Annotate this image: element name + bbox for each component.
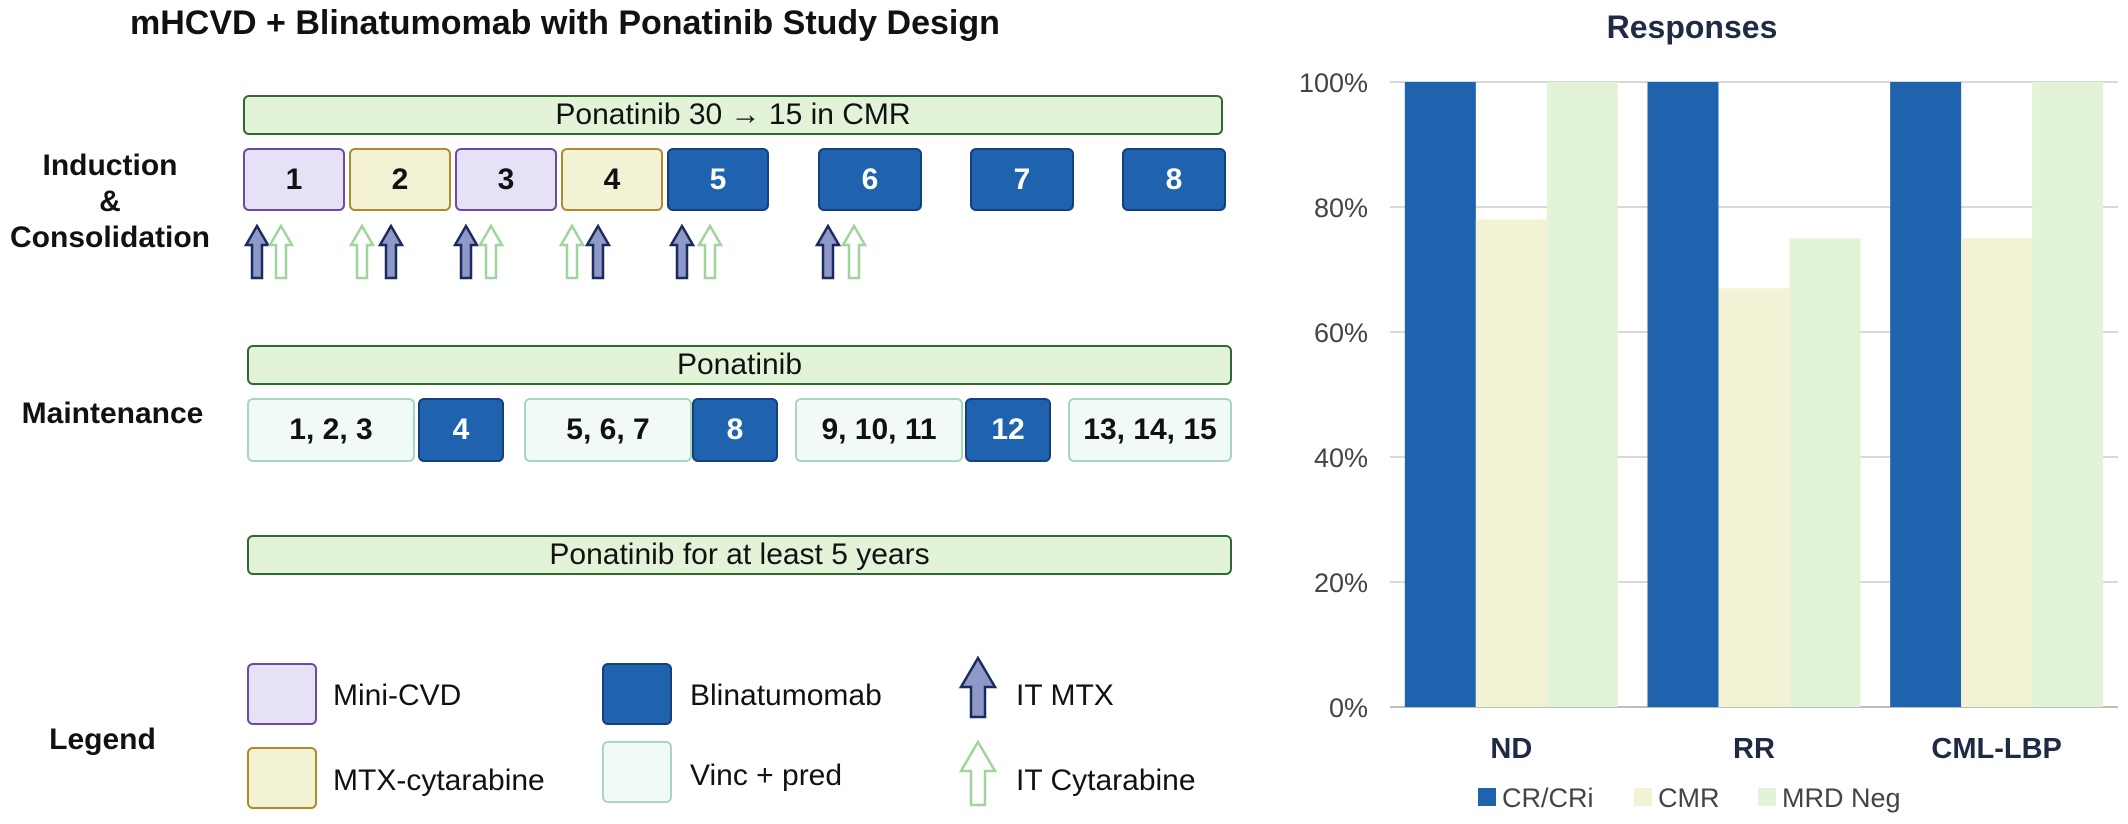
bar-nd-mrd-neg	[1546, 82, 1618, 707]
x-tick-label: ND	[1490, 733, 1532, 765]
legend-entry: CR/CRi	[1502, 783, 1594, 813]
y-tick-label: 80%	[1314, 193, 1368, 223]
y-tick-label: 20%	[1314, 568, 1368, 598]
bar-nd-cr-cri	[1404, 82, 1476, 707]
y-tick-label: 0%	[1329, 693, 1368, 723]
ponatinib-long-term-bar: Ponatinib for at least 5 years	[247, 535, 1232, 575]
it-cytarabine-arrow-icon	[558, 223, 586, 280]
maintenance-block-5-6-7: 5, 6, 7	[524, 398, 692, 462]
legend-label-vinc-pred: Vinc + pred	[690, 759, 843, 792]
it-cytarabine-arrow-icon	[840, 223, 868, 280]
bar-cml-lbp-mrd-neg	[2032, 82, 2104, 707]
legend-label-blinatumomab: Blinatumomab	[690, 679, 882, 712]
maintenance-block-1-2-3: 1, 2, 3	[247, 398, 415, 462]
it-cytarabine-arrow-icon	[348, 223, 376, 280]
maintenance-block-13-14-15: 13, 14, 15	[1068, 398, 1232, 462]
bar-rr-mrd-neg	[1789, 238, 1861, 707]
legend-label-it-mtx: IT MTX	[1016, 679, 1114, 712]
legend-label-mini-cvd: Mini-CVD	[333, 679, 462, 712]
induction-cycle-5: 5	[667, 148, 769, 211]
legend-swatch	[1478, 788, 1496, 806]
bar-cml-lbp-cr-cri	[1890, 82, 1962, 707]
induction-cycle-6: 6	[818, 148, 922, 211]
ponatinib-induction-bar: Ponatinib 30 → 15 in CMR	[243, 95, 1223, 135]
induction-label-line2: &	[99, 185, 121, 218]
legend-arrow-icons	[958, 655, 998, 807]
bar-cml-lbp-cmr	[1961, 238, 2033, 707]
legend-swatch-mini-cvd	[247, 663, 317, 725]
bar-rr-cr-cri	[1647, 82, 1719, 707]
y-tick-label: 100%	[1299, 68, 1368, 98]
maintenance-label: Maintenance	[21, 397, 204, 430]
induction-cycle-3: 3	[455, 148, 557, 211]
legend-label: Legend	[49, 723, 156, 756]
induction-label-line3: Consolidation	[10, 221, 210, 254]
legend-label-it-cytarabine: IT Cytarabine	[1016, 764, 1196, 797]
maintenance-block-8: 8	[692, 398, 778, 462]
maintenance-block-4: 4	[418, 398, 504, 462]
y-tick-label: 60%	[1314, 318, 1368, 348]
legend-label-mtx-cytarabine: MTX-cytarabine	[333, 764, 545, 797]
legend-it-cytarabine-arrow-icon	[958, 739, 998, 807]
it-mtx-arrow-icon	[452, 223, 480, 280]
it-mtx-arrow-icon	[377, 223, 405, 280]
chart-title: Responses	[1607, 9, 1778, 45]
it-mtx-arrow-icon	[584, 223, 612, 280]
y-tick-label: 40%	[1314, 443, 1368, 473]
legend-swatch-mtx-cytarabine	[247, 747, 317, 809]
bar-rr-cmr	[1718, 288, 1790, 707]
x-tick-label: RR	[1733, 733, 1775, 765]
induction-cycle-2: 2	[349, 148, 451, 211]
maintenance-block-12: 12	[965, 398, 1051, 462]
legend-swatch-blinatumomab	[602, 663, 672, 725]
legend-swatch-vinc-pred	[602, 741, 672, 803]
maintenance-block-9-10-11: 9, 10, 11	[795, 398, 963, 462]
induction-cycle-7: 7	[970, 148, 1074, 211]
it-arrows-layer	[243, 223, 868, 280]
it-mtx-arrow-icon	[814, 223, 842, 280]
it-cytarabine-arrow-icon	[267, 223, 295, 280]
x-tick-label: CML-LBP	[1931, 733, 2061, 765]
ponatinib-maintenance-bar: Ponatinib	[247, 345, 1232, 385]
legend-it-mtx-arrow-icon	[958, 655, 998, 719]
induction-cycle-4: 4	[561, 148, 663, 211]
legend-swatch	[1758, 788, 1776, 806]
responses-chart: Responses 0% 20% 40% 60% 80% 100% ND RR CML-LBP…	[1299, 9, 2118, 813]
it-mtx-arrow-icon	[243, 223, 271, 280]
it-cytarabine-arrow-icon	[696, 223, 724, 280]
induction-label: Induction & Consolidation	[0, 148, 220, 256]
legend-entry: MRD Neg	[1782, 783, 1901, 813]
legend-entry: CMR	[1658, 783, 1720, 813]
induction-cycle-1: 1	[243, 148, 345, 211]
bar-nd-cmr	[1475, 219, 1547, 707]
it-cytarabine-arrow-icon	[477, 223, 505, 280]
page-title: mHCVD + Blinatumomab with Ponatinib Stud…	[130, 4, 1000, 42]
legend-swatch	[1634, 788, 1652, 806]
induction-label-line1: Induction	[42, 149, 178, 182]
induction-cycle-8: 8	[1122, 148, 1226, 211]
it-mtx-arrow-icon	[668, 223, 696, 280]
